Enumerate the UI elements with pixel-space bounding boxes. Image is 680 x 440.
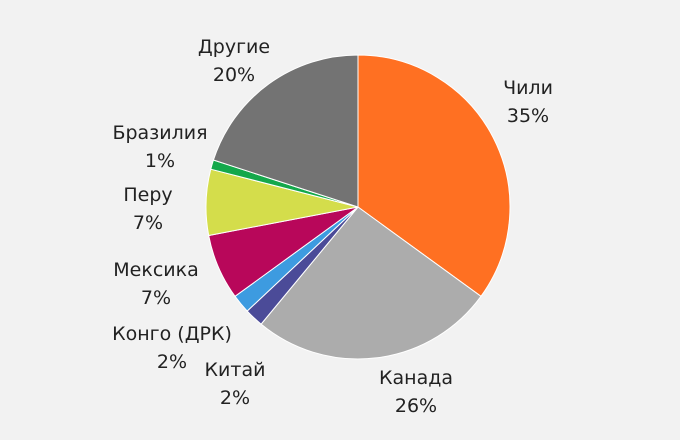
label-peru: Перу 7% xyxy=(123,181,172,237)
label-other-value: 20% xyxy=(212,64,256,86)
label-mexico-name: Мексика xyxy=(113,259,199,281)
label-canada-value: 26% xyxy=(394,395,438,417)
label-brazil: Бразилия 1% xyxy=(112,119,207,175)
label-other: Другие 20% xyxy=(198,33,270,89)
label-drc-value: 2% xyxy=(156,351,188,373)
pie-slice-0 xyxy=(357,54,511,298)
pie-slice-7 xyxy=(212,54,359,208)
label-china: Китай 2% xyxy=(205,356,266,412)
label-drc-name: Конго (ДРК) xyxy=(112,323,232,345)
label-chile-value: 35% xyxy=(506,105,550,127)
label-brazil-name: Бразилия xyxy=(112,122,208,144)
label-china-value: 2% xyxy=(219,387,251,409)
pie-slice-1 xyxy=(260,206,482,360)
label-drc: Конго (ДРК) 2% xyxy=(112,320,232,376)
label-other-name: Другие xyxy=(197,36,271,58)
pie-slices xyxy=(205,54,511,360)
label-chile: Чили 35% xyxy=(503,74,553,130)
label-peru-name: Перу xyxy=(123,184,173,206)
label-brazil-value: 1% xyxy=(144,150,176,172)
label-chile-name: Чили xyxy=(503,77,553,99)
label-mexico-value: 7% xyxy=(140,287,172,309)
label-peru-value: 7% xyxy=(132,212,164,234)
label-mexico: Мексика 7% xyxy=(113,256,198,312)
label-china-name: Китай xyxy=(204,359,266,381)
label-canada-name: Канада xyxy=(379,367,453,389)
label-canada: Канада 26% xyxy=(379,364,453,420)
